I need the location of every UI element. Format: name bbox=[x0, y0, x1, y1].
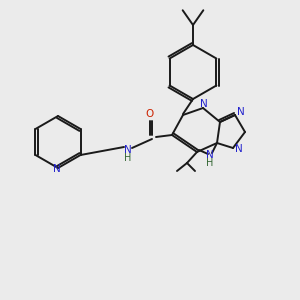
Text: N: N bbox=[206, 150, 214, 160]
Text: N: N bbox=[124, 145, 132, 155]
Text: H: H bbox=[206, 158, 214, 168]
Text: N: N bbox=[237, 107, 245, 117]
Text: N: N bbox=[235, 144, 243, 154]
Text: H: H bbox=[124, 153, 132, 163]
Text: N: N bbox=[53, 164, 61, 174]
Text: N: N bbox=[200, 99, 208, 109]
Text: O: O bbox=[146, 109, 154, 119]
